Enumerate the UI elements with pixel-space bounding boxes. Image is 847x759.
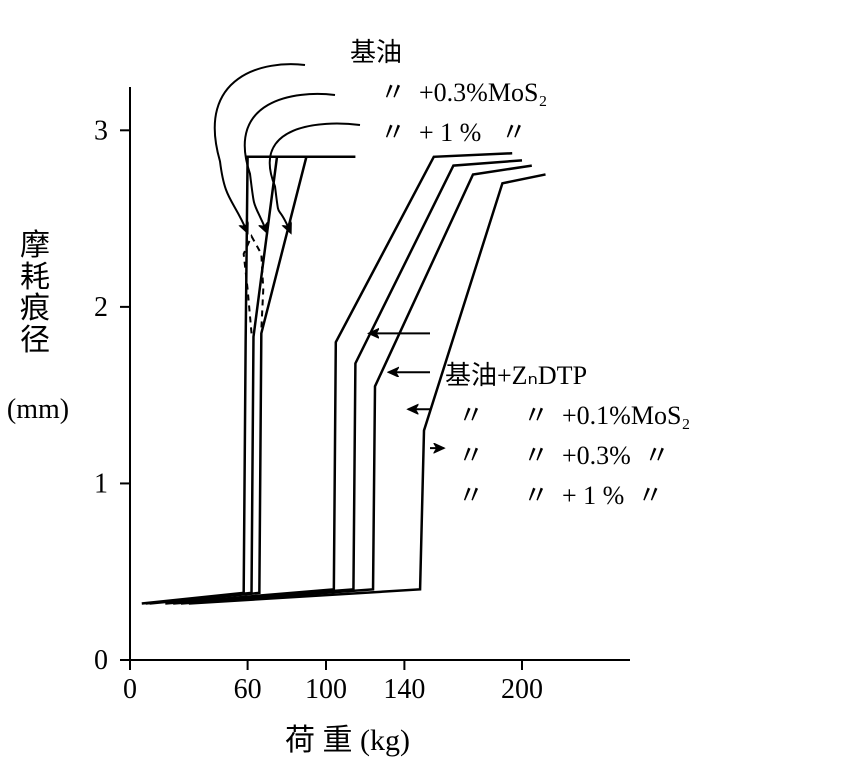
series-line (142, 157, 326, 604)
y-axis-label: 摩 耗 痕 径 (18, 230, 52, 356)
legend-top-0: 基油 (350, 32, 402, 69)
x-tick-label: 200 (501, 674, 543, 705)
y-tick-label: 3 (94, 115, 108, 146)
chart-container: 摩 耗 痕 径 (mm) 荷 重 (kg) 基油 〃 +0.3%MoS₂ 〃 +… (0, 0, 847, 758)
y-tick-label: 2 (94, 292, 108, 323)
leader-arrow (215, 64, 305, 233)
x-tick-label: 0 (123, 674, 137, 705)
x-tick-label: 100 (305, 674, 347, 705)
y-axis-unit: (mm) (0, 395, 83, 424)
legend-top-1: 〃 +0.3%MoS₂ (380, 72, 547, 109)
x-tick-label: 140 (383, 674, 425, 705)
leader-arrow (270, 124, 360, 233)
x-tick-label: 60 (234, 674, 262, 705)
leader-arrow (245, 94, 335, 233)
y-tick-label: 0 (94, 645, 108, 676)
legend-right-0: 基油+ZₙDTP (445, 355, 587, 392)
y-tick-label: 1 (94, 468, 108, 499)
legend-right-1: 〃 〃 +0.1%MoS₂ (445, 395, 690, 432)
x-axis-label: 荷 重 (kg) (285, 715, 410, 759)
legend-right-3: 〃 〃 + 1 % 〃 (445, 475, 663, 512)
legend-top-2: 〃 + 1 % 〃 (380, 112, 527, 149)
legend-right-2: 〃 〃 +0.3% 〃 (445, 435, 670, 472)
